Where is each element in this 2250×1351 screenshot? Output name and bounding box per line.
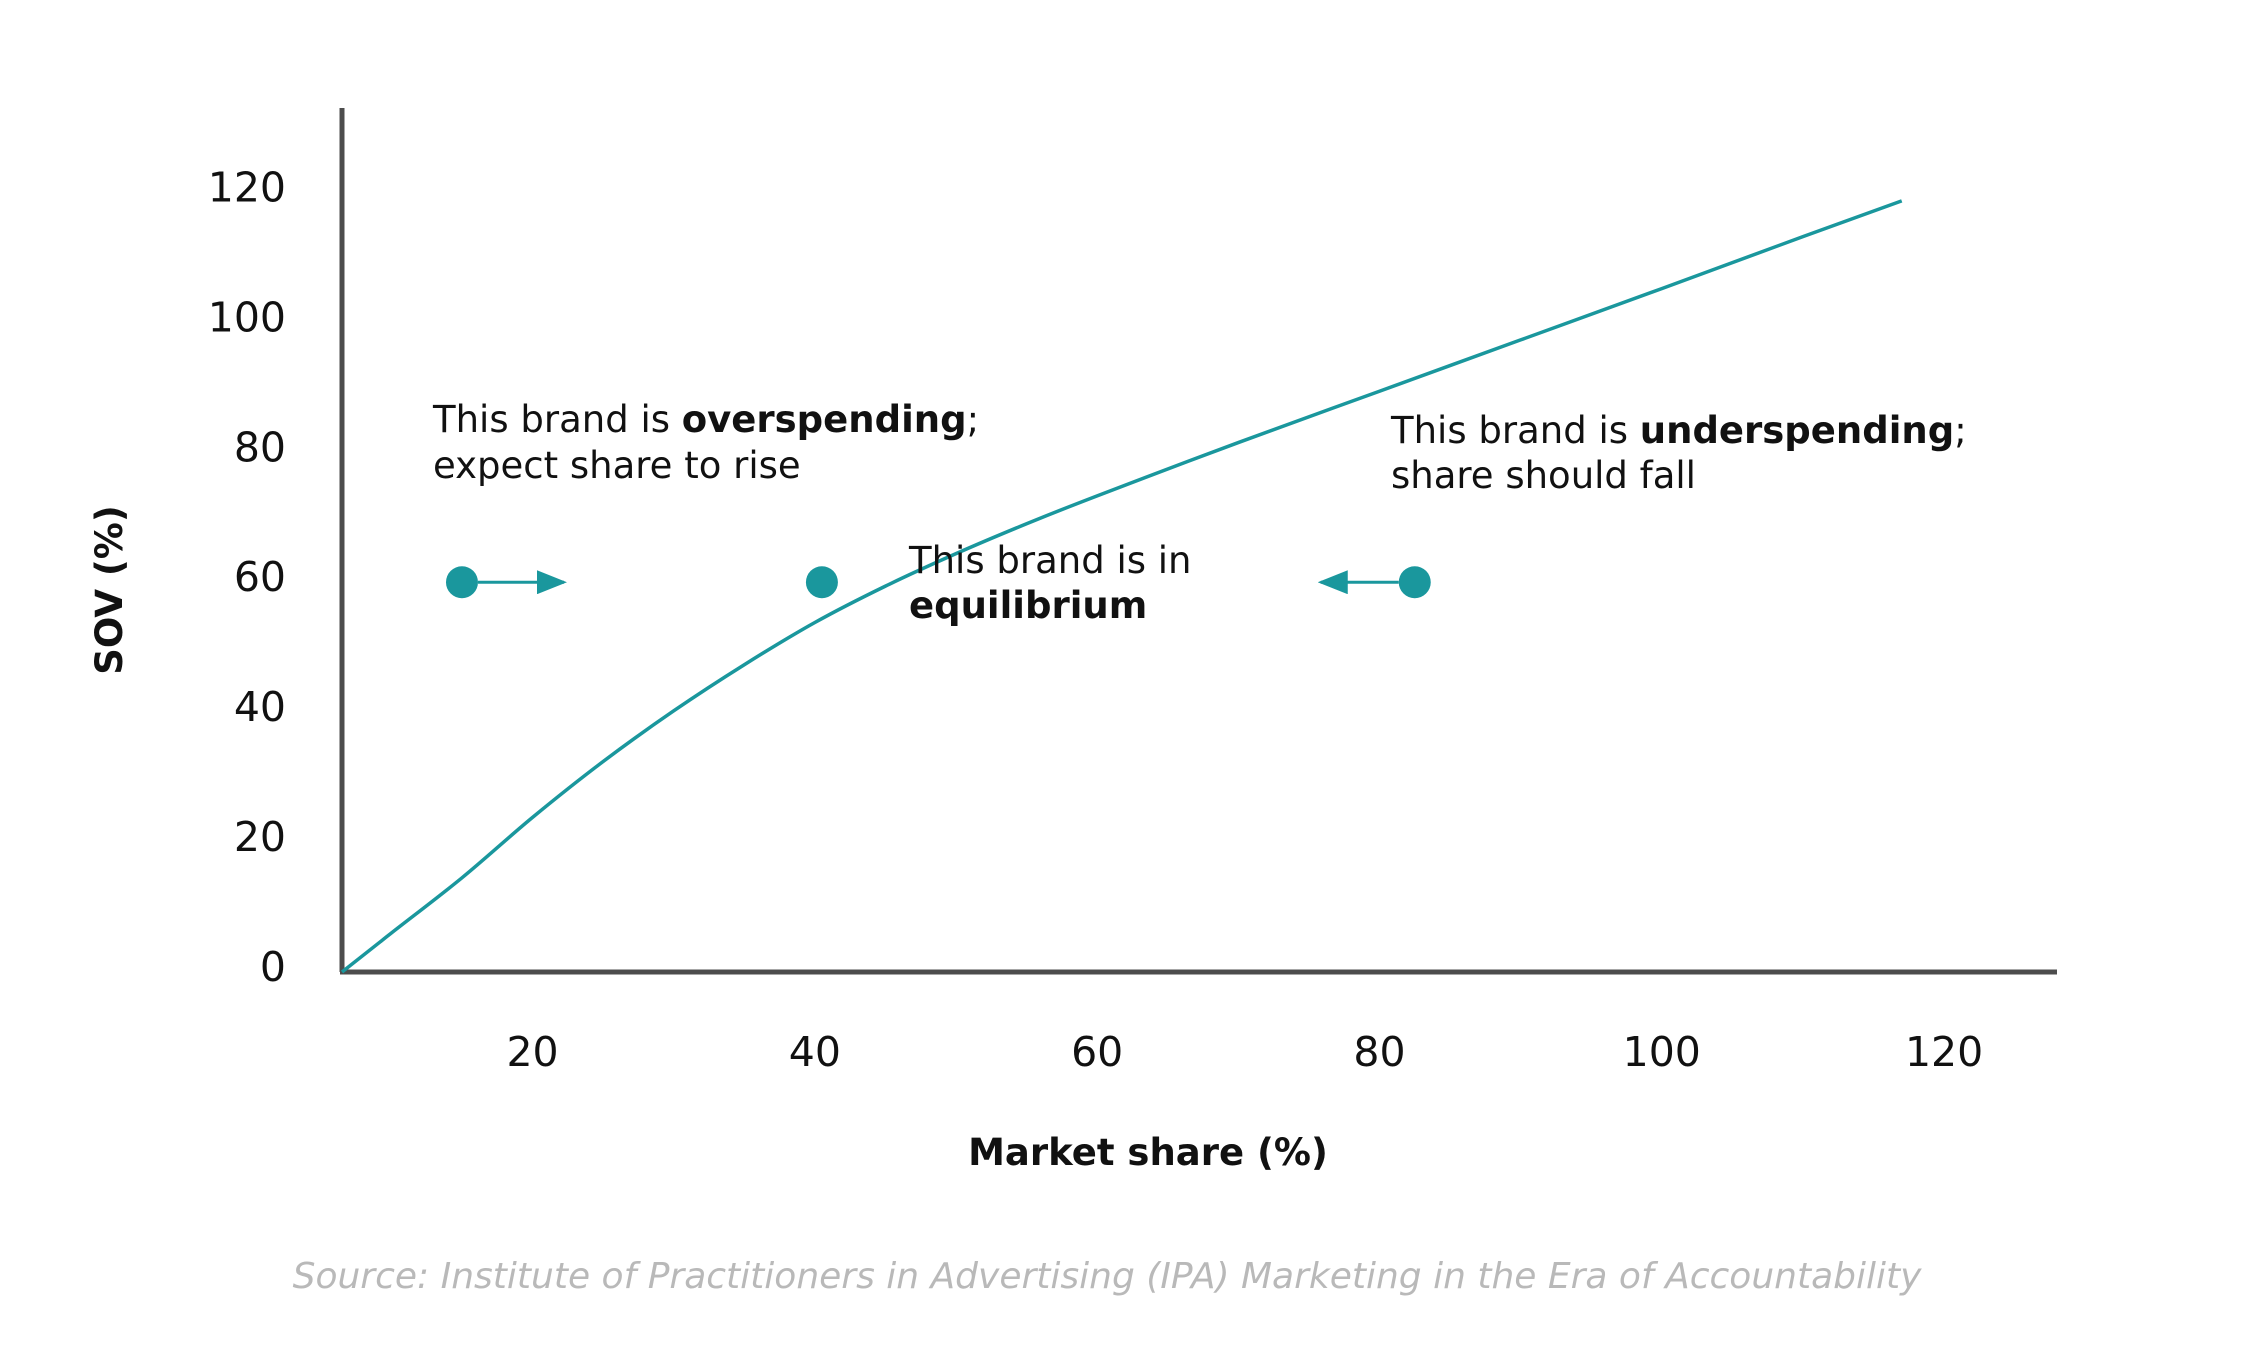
y-tick-label: 60 [234, 553, 286, 601]
y-axis-title: SOV (%) [88, 505, 131, 675]
annotation-overspending-bold: overspending [682, 398, 967, 441]
y-tick-labels: 0 20 40 60 80 100 120 [208, 163, 286, 991]
y-tick-label: 120 [208, 163, 286, 211]
annotation-underspending-line1-before: This brand is [1390, 409, 1640, 452]
x-tick-label: 60 [1071, 1028, 1123, 1076]
x-tick-labels: 20 40 60 80 100 120 [506, 1028, 1983, 1076]
data-points [445, 566, 1431, 599]
annotation-underspending-bold: underspending [1640, 409, 1954, 452]
x-tick-label: 80 [1353, 1028, 1405, 1076]
y-tick-label: 100 [208, 293, 286, 341]
annotation-underspending: This brand is underspending; share shoul… [1390, 409, 1978, 497]
data-point [445, 566, 478, 599]
series-line [340, 199, 1903, 974]
y-tick-label: 80 [234, 423, 286, 471]
x-tick-label: 120 [1905, 1028, 1983, 1076]
annotation-overspending-line1-before: This brand is [432, 398, 682, 441]
data-point [1398, 566, 1431, 599]
annotation-equilibrium: This brand is in equilibrium [908, 539, 1203, 627]
source-caption: Source: Institute of Practitioners in Ad… [293, 1256, 1923, 1297]
x-tick-label: 100 [1623, 1028, 1701, 1076]
annotation-overspending: This brand is overspending; expect share… [432, 398, 991, 487]
annotation-equilibrium-bold: equilibrium [909, 584, 1147, 627]
annotation-overspending-line2: expect share to rise [433, 444, 801, 487]
x-axis-title: Market share (%) [968, 1131, 1328, 1174]
annotation-equilibrium-line1: This brand is in [908, 539, 1192, 582]
annotations: This brand is overspending; expect share… [432, 398, 1978, 627]
y-tick-label: 40 [234, 683, 286, 731]
y-tick-label: 20 [234, 813, 286, 861]
data-point [805, 566, 838, 599]
annotation-underspending-line2: share should fall [1391, 454, 1696, 497]
x-tick-label: 40 [789, 1028, 841, 1076]
axes [339, 108, 2057, 975]
annotation-overspending-line1-after: ; [967, 398, 979, 441]
annotation-underspending-line1-after: ; [1954, 409, 1966, 452]
y-tick-label: 0 [260, 943, 286, 991]
x-tick-label: 20 [506, 1028, 558, 1076]
